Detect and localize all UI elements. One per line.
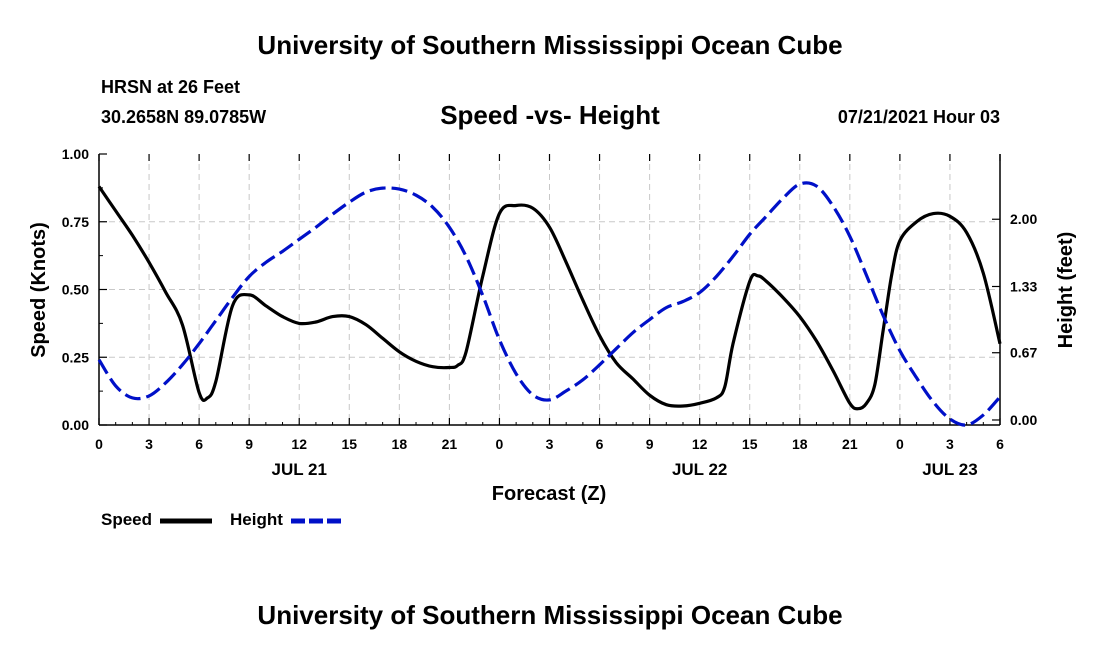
x-tick-label-4: 12 [291,436,307,452]
x-tick-label-15: 21 [842,436,858,452]
chart-subtitle: Speed -vs- Height [440,100,660,130]
y-right-tick-label-1: 0.67 [1010,345,1037,361]
y-left-tick-label-2: 0.50 [62,282,89,298]
x-tick-label-18: 6 [996,436,1004,452]
y-axis-left-label: Speed (Knots) [28,222,50,358]
x-tick-label-7: 21 [442,436,458,452]
x-tick-label-3: 9 [245,436,253,452]
datetime-label: 07/21/2021 Hour 03 [837,107,1000,127]
series-line-speed [97,185,1002,411]
y-left-tick-label-1: 0.25 [62,349,89,365]
legend-label-height: Height [230,510,283,529]
y-right-tick-label-2: 1.33 [1010,278,1037,294]
station-label: HRSN at 26 Feet [101,77,241,97]
legend-label-speed: Speed [101,510,152,529]
y-right-tick-label-0: 0.00 [1010,412,1037,428]
x-tick-label-10: 6 [596,436,604,452]
legend: Speed Height [101,510,342,529]
page-title: University of Southern Mississippi Ocean… [257,30,843,60]
axis-labels: Forecast (Z) Speed (Knots) Height (feet)… [28,146,1077,505]
axes [98,153,1001,426]
grid [99,154,1000,425]
x-tick-label-14: 18 [792,436,808,452]
series-line-height [97,181,1002,427]
x-tick-label-9: 3 [546,436,554,452]
series [97,181,1002,427]
x-axis-label: Forecast (Z) [492,483,606,505]
x-tick-label-0: 0 [95,436,103,452]
date-label-1: JUL 22 [672,460,727,479]
y-left-tick-label-0: 0.00 [62,417,89,433]
y-axis-right-label: Height (feet) [1055,232,1077,349]
x-tick-label-6: 18 [392,436,408,452]
y-left-tick-label-4: 1.00 [62,146,89,162]
x-tick-label-2: 6 [195,436,203,452]
x-tick-label-1: 3 [145,436,153,452]
footer-title: University of Southern Mississippi Ocean… [257,600,843,630]
y-left-tick-label-3: 0.75 [62,214,89,230]
x-tick-label-13: 15 [742,436,758,452]
x-tick-label-16: 0 [896,436,904,452]
y-right-tick-label-3: 2.00 [1010,211,1037,227]
x-tick-label-5: 15 [341,436,357,452]
x-tick-label-17: 3 [946,436,954,452]
date-label-0: JUL 21 [271,460,326,479]
date-label-2: JUL 23 [922,460,977,479]
x-tick-label-8: 0 [496,436,504,452]
x-tick-label-11: 9 [646,436,654,452]
x-tick-label-12: 12 [692,436,708,452]
location-label: 30.2658N 89.0785W [101,107,267,127]
